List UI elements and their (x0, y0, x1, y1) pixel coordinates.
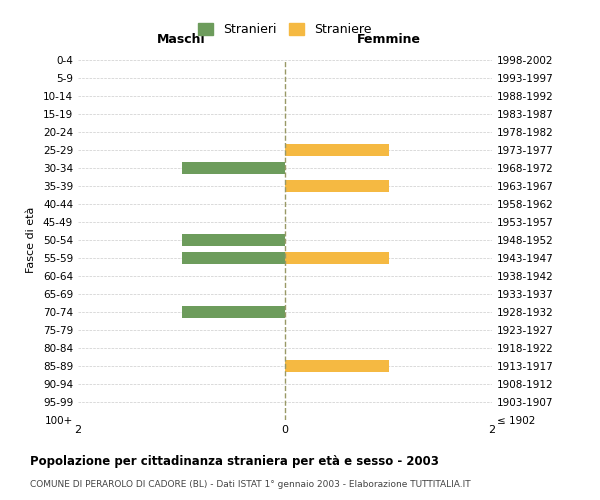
Bar (182, 234, 285, 246)
Bar (285, 360, 389, 372)
Bar (285, 180, 389, 192)
Legend: Stranieri, Straniere: Stranieri, Straniere (194, 20, 376, 40)
Y-axis label: Fasce di età: Fasce di età (26, 207, 36, 273)
Text: COMUNE DI PERAROLO DI CADORE (BL) - Dati ISTAT 1° gennaio 2003 - Elaborazione TU: COMUNE DI PERAROLO DI CADORE (BL) - Dati… (30, 480, 470, 489)
Bar (182, 252, 285, 264)
Bar (182, 306, 285, 318)
Text: Femmine: Femmine (356, 32, 421, 46)
Bar (285, 252, 389, 264)
Text: Popolazione per cittadinanza straniera per età e sesso - 2003: Popolazione per cittadinanza straniera p… (30, 455, 439, 468)
Bar (182, 162, 285, 174)
Bar (285, 144, 389, 156)
Text: Maschi: Maschi (157, 32, 206, 46)
Y-axis label: Anni di nascita: Anni di nascita (597, 198, 600, 281)
